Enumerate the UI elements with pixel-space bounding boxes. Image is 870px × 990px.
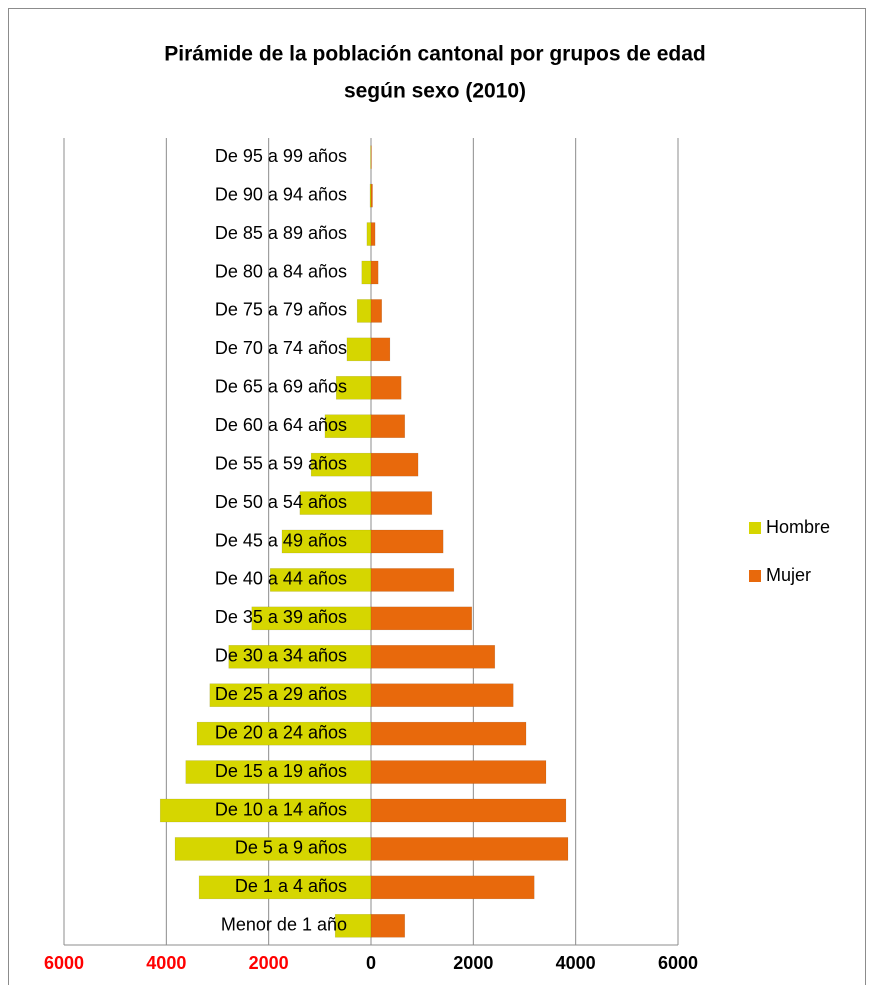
y-tick-label: De 65 a 69 años xyxy=(215,377,347,397)
y-tick-label: De 95 a 99 años xyxy=(215,146,347,166)
y-tick-label: De 90 a 94 años xyxy=(215,184,347,204)
x-tick-label: 6000 xyxy=(44,953,84,973)
bar xyxy=(370,222,376,246)
bars xyxy=(159,145,569,938)
y-tick-label: De 70 a 74 años xyxy=(215,338,347,358)
bar xyxy=(370,798,567,823)
bar xyxy=(370,452,419,477)
bar xyxy=(370,645,496,669)
y-tick-label: De 5 a 9 años xyxy=(235,838,347,858)
bar xyxy=(370,914,406,938)
y-tick-label: De 50 a 54 años xyxy=(215,492,347,512)
legend-label: Hombre xyxy=(766,517,830,537)
bar xyxy=(370,414,406,438)
y-tick-label: De 1 a 4 años xyxy=(235,876,347,896)
bar xyxy=(370,183,373,208)
x-tick-label: 0 xyxy=(366,953,376,973)
x-tick-label: 4000 xyxy=(556,953,596,973)
bar xyxy=(370,568,455,592)
bar xyxy=(370,491,433,515)
y-tick-label: De 40 a 44 años xyxy=(215,569,347,589)
legend-swatch xyxy=(749,522,761,534)
bar xyxy=(366,222,372,246)
bar xyxy=(370,837,569,861)
y-tick-label: De 25 a 29 años xyxy=(215,684,347,704)
x-tick-label: 2000 xyxy=(453,953,493,973)
y-tick-label: De 35 a 39 años xyxy=(215,607,347,627)
y-tick-label: De 80 a 84 años xyxy=(215,261,347,281)
y-tick-label: De 55 a 59 años xyxy=(215,453,347,473)
legend-swatch xyxy=(749,570,761,582)
y-tick-label: De 20 a 24 años xyxy=(215,722,347,742)
x-tick-label: 4000 xyxy=(146,953,186,973)
labels: Menor de 1 año De 1 a 4 años De 5 a 9 años… xyxy=(215,146,347,935)
bar xyxy=(370,299,382,323)
y-tick-label: Menor de 1 año xyxy=(221,915,347,935)
bar xyxy=(370,376,402,400)
y-tick-label: De 10 a 14 años xyxy=(215,799,347,819)
chart-title: según sexo (2010) xyxy=(344,80,526,103)
bar xyxy=(370,760,547,784)
y-tick-label: De 85 a 89 años xyxy=(215,223,347,243)
x-tick-label: 2000 xyxy=(249,953,289,973)
bar xyxy=(356,299,372,323)
bar xyxy=(370,529,444,554)
y-tick-label: De 75 a 79 años xyxy=(215,300,347,320)
x-tick-label: 6000 xyxy=(658,953,698,973)
bar xyxy=(370,337,391,362)
y-tick-label: De 15 a 19 años xyxy=(215,761,347,781)
bar xyxy=(370,683,514,707)
bar xyxy=(346,337,372,362)
bar xyxy=(370,145,372,169)
legend: Hombre Mujer xyxy=(749,517,830,585)
y-tick-label: De 30 a 34 años xyxy=(215,646,347,666)
bar xyxy=(370,260,379,285)
y-tick-label: De 60 a 64 años xyxy=(215,415,347,435)
bar xyxy=(370,875,535,900)
chart-frame xyxy=(8,8,866,990)
bar xyxy=(370,721,527,746)
chart-title: Pirámide de la población cantonal por gr… xyxy=(164,43,705,66)
legend-label: Mujer xyxy=(766,565,811,585)
bar xyxy=(361,260,372,285)
y-tick-label: De 45 a 49 años xyxy=(215,530,347,550)
bar xyxy=(370,606,473,631)
